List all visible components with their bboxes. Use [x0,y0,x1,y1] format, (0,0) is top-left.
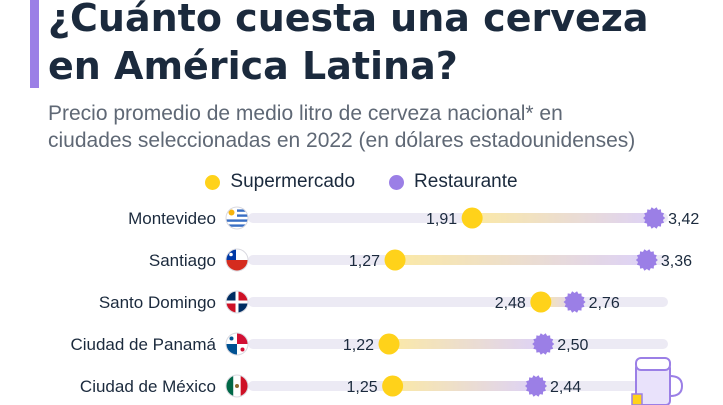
supermercado-value-label: 1,22 [343,337,374,354]
legend-dot-restaurante [389,174,405,190]
chart-row: Santo Domingo 2,48 2,76 [99,290,668,314]
range-connector [389,339,544,349]
dominican-republic-flag-icon [225,290,249,314]
restaurante-marker [643,207,666,229]
category-label: Santo Domingo [99,293,216,312]
chart-row: Ciudad de Panamá 1,22 2,50 [70,332,668,356]
chile-flag-icon [225,248,249,272]
supermercado-value-label: 1,27 [349,253,380,270]
legend-label-restaurante: Restaurante [414,171,518,192]
legend-item-supermercado: Supermercado [205,171,355,193]
category-label: Ciudad de Panamá [70,335,216,354]
range-connector [395,255,647,265]
chart-row: Santiago 1,27 3,36 [149,248,692,272]
chart-title: ¿Cuánto cuesta una cerveza en América La… [48,0,723,90]
supermercado-marker [530,291,552,313]
beer-glasses-illustration-icon [631,357,684,405]
chart-row: Ciudad de México 1,25 2,44 [80,374,668,398]
category-label: Santiago [149,251,216,270]
range-connector [472,213,655,223]
chart-subtitle-line-1: Precio promedio de medio litro de cervez… [48,102,563,125]
category-label: Ciudad de México [80,377,216,396]
supermercado-marker [384,249,406,271]
restaurante-marker [563,291,586,313]
chart-row: Montevideo 1,91 3,42 [128,206,699,230]
legend-item-restaurante: Restaurante [389,171,518,193]
category-label: Montevideo [128,209,216,228]
supermercado-value-label: 1,91 [426,211,457,228]
chart-subtitle-line-2: ciudades seleccionadas en 2022 (en dólar… [48,129,636,152]
supermercado-marker [382,375,404,397]
chart-title-line-1: ¿Cuánto cuesta una cerveza [48,0,649,40]
legend-label-supermercado: Supermercado [230,171,356,192]
restaurante-value-label: 3,42 [668,211,699,228]
mexico-flag-icon [225,374,249,398]
range-connector [540,297,575,307]
chart-title-line-2: en América Latina? [48,44,458,88]
supermercado-marker [461,207,483,229]
chart-subtitle: Precio promedio de medio litro de cervez… [48,100,718,154]
restaurante-value-label: 2,50 [557,337,588,354]
legend-dot-supermercado [205,174,221,190]
panama-flag-icon [225,332,249,356]
restaurante-marker [635,249,658,271]
restaurante-value-label: 2,44 [550,379,581,396]
title-accent-bar [30,0,39,88]
supermercado-value-label: 2,48 [495,295,526,312]
range-connector [392,381,537,391]
uruguay-flag-icon [225,206,249,230]
chart-legend: Supermercado Restaurante [0,170,723,194]
restaurante-value-label: 2,76 [589,295,620,312]
restaurante-marker [525,375,548,397]
restaurante-marker [532,333,555,355]
restaurante-value-label: 3,36 [661,253,692,270]
supermercado-marker [378,333,400,355]
supermercado-value-label: 1,25 [346,379,377,396]
